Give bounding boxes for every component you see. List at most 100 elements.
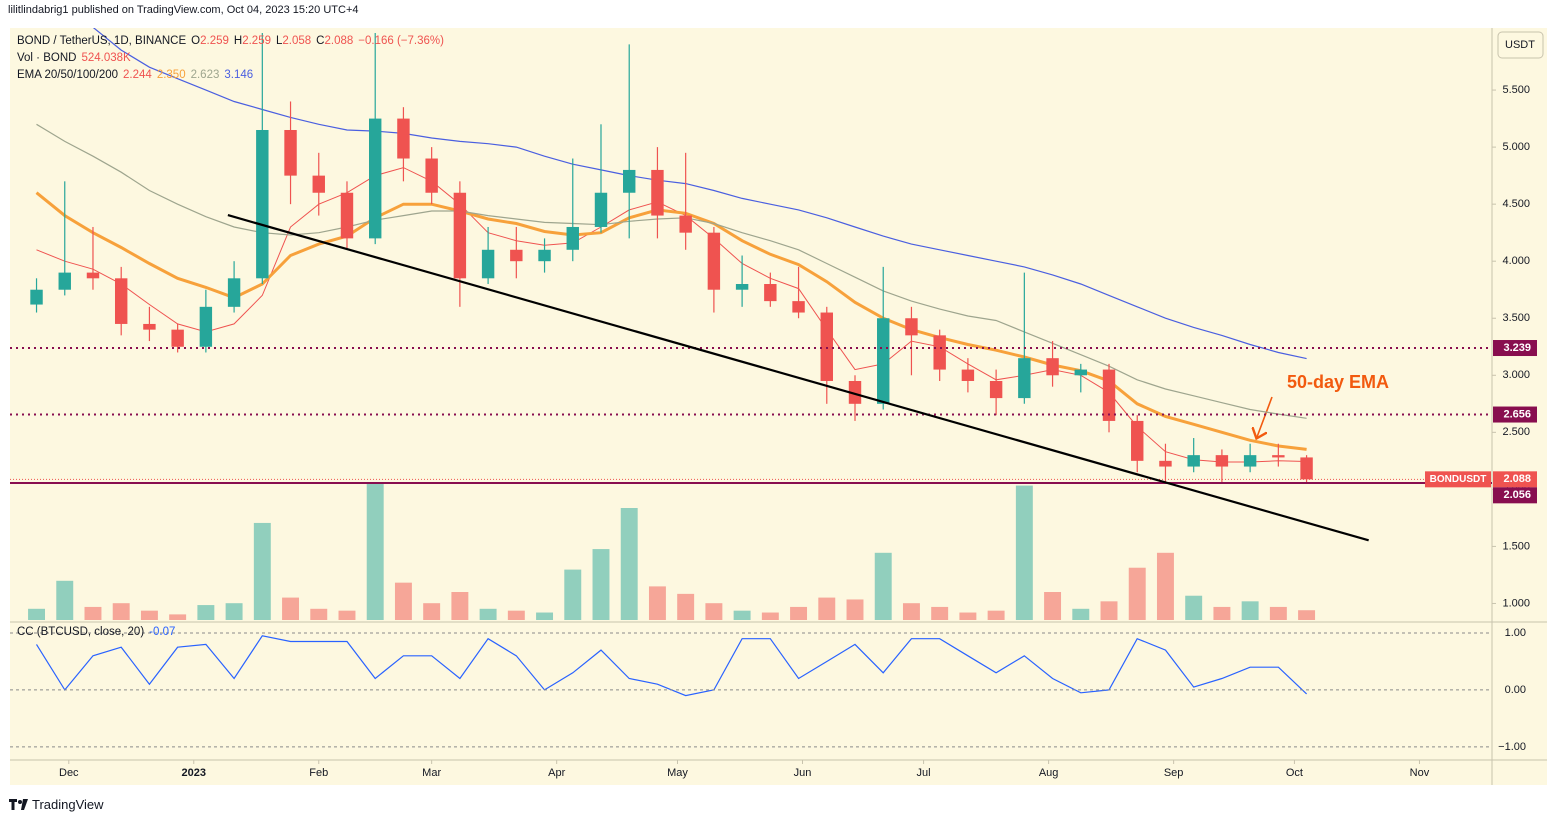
candle-body <box>1074 369 1087 376</box>
last-price-box <box>1493 471 1537 488</box>
volume-bar <box>1044 592 1062 620</box>
candle-body <box>594 192 608 227</box>
candle-body <box>1102 369 1116 421</box>
volume-bar <box>705 603 723 620</box>
y-tick-label: 1.500 <box>1502 540 1530 552</box>
price-pane <box>28 28 1316 620</box>
legend-ohlc: H2.259 <box>234 35 271 47</box>
symbol-box <box>1425 471 1491 488</box>
candle-body <box>1131 420 1144 461</box>
candle-body <box>877 318 890 404</box>
volume-bar <box>338 610 356 620</box>
volume-bar <box>1015 485 1033 620</box>
legend-cc: CC (BTCUSD, close, 20) -0.07 <box>17 626 175 638</box>
candle-body <box>933 335 946 370</box>
last-price-label: 2.088 <box>1503 473 1531 485</box>
candle-body <box>1272 455 1285 458</box>
level-label: 3.239 <box>1503 342 1531 354</box>
volume-bar <box>846 599 864 620</box>
volume-bar <box>169 614 187 620</box>
legend-vol-title: Vol · BOND <box>17 52 77 64</box>
volume-bar <box>1241 601 1259 620</box>
volume-bar <box>733 610 751 620</box>
legend-key: H <box>233 35 243 47</box>
volume-bar <box>931 606 949 620</box>
legend-value: 2.088 <box>324 35 354 47</box>
x-tick-label: Jul <box>917 767 931 779</box>
legend-change: −0.166 (−7.36%) <box>358 35 444 47</box>
volume-bar <box>451 592 469 620</box>
legend-key: L <box>275 35 283 47</box>
candle-body <box>1187 455 1200 467</box>
candle-body <box>312 175 325 193</box>
volume-bar <box>959 612 977 620</box>
legend-ohlc: C2.088 <box>316 35 353 47</box>
candle-body <box>735 284 749 290</box>
volume-bar <box>366 483 384 620</box>
legend-ema-value: 2.623 <box>190 69 220 81</box>
cc-tick-label: 1.00 <box>1505 627 1526 639</box>
currency-label: USDT <box>1505 39 1535 51</box>
x-tick-label: Aug <box>1039 767 1059 779</box>
candle-body <box>961 369 975 381</box>
x-tick-label: 2023 <box>182 767 206 779</box>
y-tick-label: 1.000 <box>1502 597 1530 609</box>
candle-body <box>651 169 664 216</box>
volume-bar <box>818 597 836 620</box>
volume-bar <box>987 610 1005 620</box>
volume-bar <box>1156 552 1174 620</box>
legend-ema-value: 2.350 <box>156 69 186 81</box>
x-tick-label: Apr <box>548 767 565 779</box>
volume-bar <box>394 582 412 620</box>
candle-body <box>1300 457 1313 480</box>
legend-main: BOND / TetherUS, 1D, BINANCE O2.259 H2.259… <box>17 35 444 47</box>
volume-bar <box>536 612 554 620</box>
low-level-box <box>1493 487 1537 504</box>
candle-body <box>679 215 692 233</box>
volume-bar <box>790 606 808 620</box>
candle-body <box>792 301 805 313</box>
volume-bar <box>677 593 695 620</box>
low-level-label: 2.056 <box>1503 489 1531 501</box>
x-tick-label: Dec <box>59 767 79 779</box>
volume-bar <box>592 549 610 620</box>
x-tick-label: Mar <box>422 767 441 779</box>
candle-body <box>623 169 636 193</box>
plot-background <box>10 28 1492 760</box>
legend-symbol: BOND / TetherUS, 1D, BINANCE <box>17 35 187 47</box>
x-tick-label: Nov <box>1410 767 1430 779</box>
candle-body <box>284 129 297 176</box>
y-tick-label: 4.500 <box>1502 198 1530 210</box>
volume-bar <box>1269 606 1287 620</box>
candle-body <box>1018 358 1031 399</box>
currency-button[interactable] <box>1497 31 1544 59</box>
candle-body <box>764 284 777 302</box>
y-tick-label: 3.000 <box>1502 369 1530 381</box>
ema-line <box>92 28 1307 360</box>
candle-body <box>368 118 382 239</box>
volume-bar <box>874 552 892 620</box>
logo <box>9 799 28 810</box>
cc-tick-label: 0.00 <box>1505 684 1526 696</box>
volume-bar <box>225 603 243 620</box>
legend-ohlc: L2.058 <box>276 35 311 47</box>
ema-line <box>35 191 1307 451</box>
y-tick-label: 2.500 <box>1502 426 1530 438</box>
candle-body <box>58 272 71 290</box>
legend-value: 2.259 <box>242 35 271 47</box>
candle-body <box>566 226 579 250</box>
volume-bar <box>84 606 102 620</box>
candle-body <box>1243 455 1257 467</box>
x-tick-label: May <box>667 767 688 779</box>
symbol-label: BONDUSDT <box>1430 474 1487 485</box>
legend-key: C <box>316 35 325 47</box>
volume-bar <box>1213 606 1231 620</box>
volume-bar <box>761 612 779 620</box>
volume-bar <box>310 608 328 620</box>
candle-body <box>538 249 551 262</box>
candle-body <box>340 192 354 239</box>
legend-ohlc: O2.259 <box>191 35 229 47</box>
legend-value: 2.259 <box>200 35 229 47</box>
volume-bar <box>282 597 300 620</box>
